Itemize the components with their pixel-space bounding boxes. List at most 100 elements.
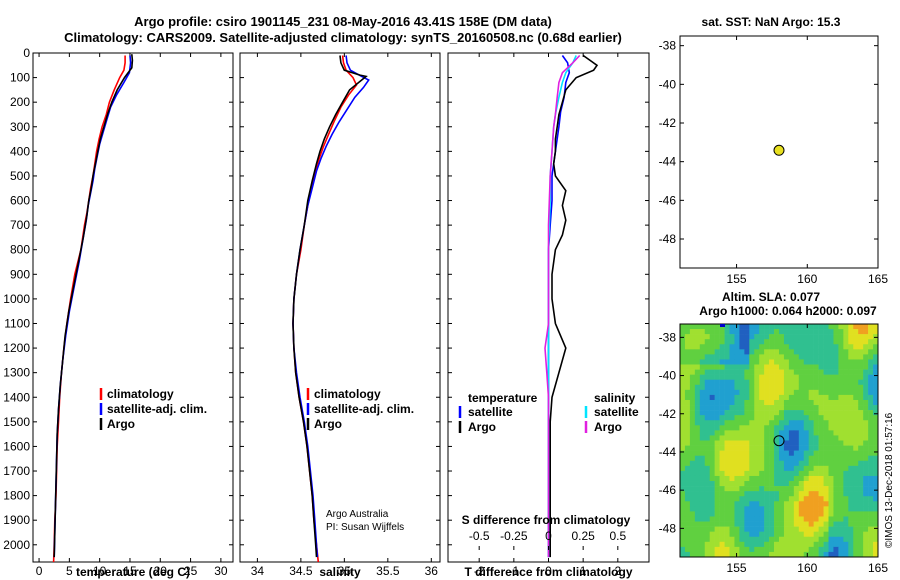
heatmap-cell <box>868 334 874 340</box>
heatmap-cell <box>793 354 800 360</box>
heatmap-cell <box>863 465 869 472</box>
heatmap-cell <box>774 546 780 553</box>
heatmap-cell <box>734 349 740 355</box>
heatmap-cell <box>783 501 790 507</box>
heatmap-cell <box>779 374 785 381</box>
heatmap-cell <box>759 425 765 431</box>
heatmap-cell <box>818 420 824 426</box>
heatmap-cell <box>868 410 874 416</box>
heatmap-cell <box>684 425 691 431</box>
heatmap-cell <box>779 496 785 502</box>
heatmap-cell <box>823 430 829 436</box>
heatmap-cell <box>699 491 706 497</box>
heatmap-cell <box>843 445 849 451</box>
heatmap-cell <box>873 369 879 375</box>
heatmap-cell <box>813 455 819 462</box>
heatmap-cell <box>843 435 849 441</box>
heatmap-cell <box>788 445 795 451</box>
heatmap-cell <box>868 541 874 548</box>
heatmap-cell <box>863 415 869 421</box>
heatmap-cell <box>709 501 715 507</box>
heatmap-cell <box>684 511 691 517</box>
heatmap-cell <box>793 465 800 472</box>
heatmap-cell <box>848 551 854 558</box>
heatmap-cell <box>714 450 720 456</box>
heatmap-cell <box>823 389 829 396</box>
heatmap-cell <box>813 496 819 502</box>
heatmap-cell <box>749 435 755 441</box>
heatmap-cell <box>858 410 864 416</box>
heatmap-cell <box>764 536 770 543</box>
heatmap-cell <box>704 430 710 436</box>
sla-title-2: Argo h1000: 0.064 h2000: 0.097 <box>699 304 877 318</box>
heatmap-cell <box>689 389 696 396</box>
heatmap-cell <box>798 364 805 370</box>
heatmap-cell <box>868 516 874 522</box>
heatmap-cell <box>863 359 869 365</box>
heatmap-cell <box>764 435 770 441</box>
heatmap-cell <box>734 394 740 401</box>
heatmap-cell <box>744 450 750 456</box>
heatmap-cell <box>699 430 706 436</box>
heatmap-cell <box>734 440 740 446</box>
heatmap-cell <box>818 405 824 411</box>
heatmap-cell <box>769 450 775 456</box>
heatmap-cell <box>863 344 869 350</box>
heatmap-cell <box>788 339 795 345</box>
heatmap-cell <box>689 491 696 497</box>
heatmap-cell <box>858 329 864 335</box>
heatmap-cell <box>769 324 775 330</box>
heatmap-cell <box>833 450 839 456</box>
series-line-argo <box>53 54 134 558</box>
heatmap-cell <box>828 364 834 370</box>
heatmap-cell <box>744 536 750 543</box>
heatmap-cell <box>744 486 750 492</box>
x-tick-label: 36 <box>425 564 439 578</box>
heatmap-cell <box>714 399 720 406</box>
heatmap-cell <box>779 349 785 355</box>
heatmap-cell <box>694 551 701 558</box>
heatmap-cell <box>774 511 780 517</box>
heatmap-cell <box>749 415 755 421</box>
heatmap-cell <box>873 445 879 451</box>
heatmap-cell <box>699 516 706 522</box>
heatmap-cell <box>714 425 720 431</box>
heatmap-cell <box>798 435 805 441</box>
heatmap-cell <box>764 349 770 355</box>
heatmap-cell <box>863 420 869 426</box>
imos-credit: ©IMOS 13-Dec-2018 01:57:16 <box>884 412 895 548</box>
heatmap-cell <box>754 359 760 365</box>
heatmap-cell <box>764 354 770 360</box>
heatmap-cell <box>808 435 814 441</box>
heatmap-cell <box>833 344 839 350</box>
heatmap-cell <box>774 470 780 477</box>
heatmap-cell <box>769 384 775 391</box>
heatmap-cell <box>853 364 859 370</box>
y-tick-label: 2000 <box>3 538 30 552</box>
heatmap-cell <box>694 394 701 401</box>
heatmap-cell <box>803 491 809 497</box>
heatmap-cell <box>873 364 879 370</box>
heatmap-cell <box>779 445 785 451</box>
heatmap-cell <box>694 445 701 451</box>
heatmap-cell <box>848 506 854 512</box>
heatmap-cell <box>848 384 854 391</box>
heatmap-cell <box>699 394 706 401</box>
heatmap-cell <box>808 344 814 350</box>
heatmap-cell <box>684 536 691 543</box>
heatmap-cell <box>803 435 809 441</box>
heatmap-cell <box>868 445 874 451</box>
heatmap-cell <box>863 334 869 340</box>
heatmap-cell <box>843 354 849 360</box>
heatmap-cell <box>709 334 715 340</box>
heatmap-cell <box>793 551 800 558</box>
heatmap-cell <box>813 551 819 558</box>
heatmap-cell <box>719 526 725 532</box>
heatmap-cell <box>873 546 879 553</box>
heatmap-cell <box>838 475 844 482</box>
heatmap-cell <box>714 430 720 436</box>
heatmap-cell <box>764 344 770 350</box>
heatmap-cell <box>744 546 750 553</box>
heatmap-cell <box>828 546 834 553</box>
heatmap-cell <box>818 389 824 396</box>
